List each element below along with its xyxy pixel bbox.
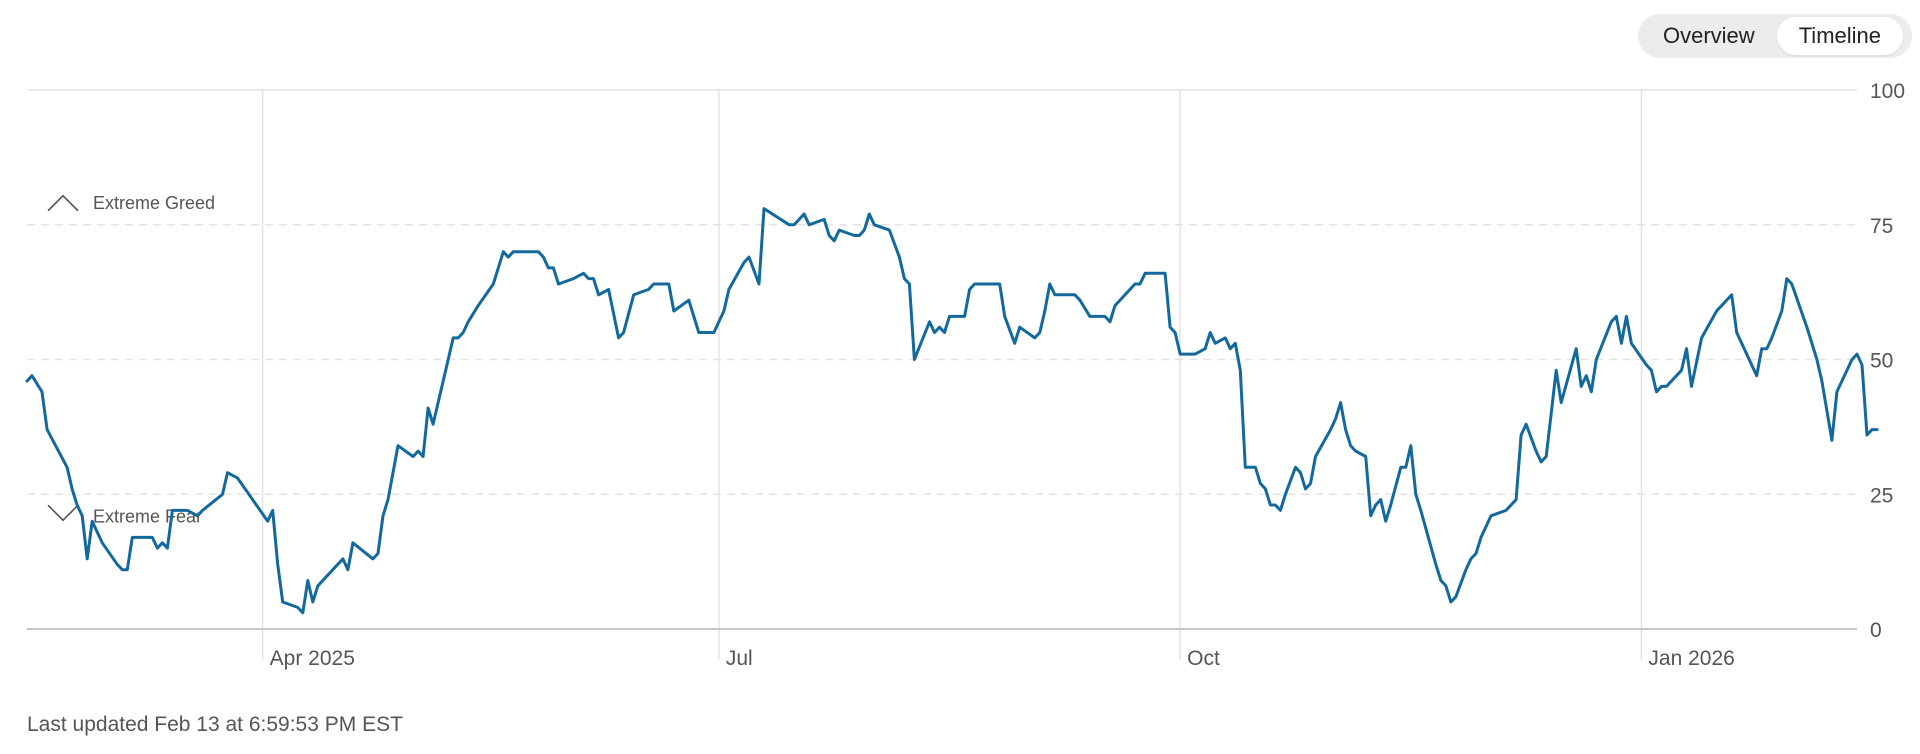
y-tick-label: 75 (1870, 215, 1893, 238)
series-line (25, 207, 1879, 615)
view-toggle: Overview Timeline (1638, 14, 1912, 58)
x-tick-label: Oct (1187, 647, 1220, 670)
x-tick-label: Apr 2025 (270, 647, 355, 670)
x-tick-label: Jul (726, 647, 753, 670)
chevron-up-icon (47, 194, 79, 212)
y-tick-label: 25 (1870, 484, 1893, 507)
timeline-tab[interactable]: Timeline (1776, 17, 1904, 55)
chevron-down-icon (47, 504, 79, 522)
zone-label: Extreme Greed (93, 193, 215, 213)
y-tick-label: 50 (1870, 350, 1893, 373)
last-updated-text: Last updated Feb 13 at 6:59:53 PM EST (27, 713, 403, 736)
x-tick-label: Jan 2026 (1648, 647, 1734, 670)
overview-tab[interactable]: Overview (1663, 23, 1755, 48)
fear-greed-timeline-chart: Apr 2025 Jul Oct Jan 2026 0 25 50 75 100 Extreme … (25, 80, 1905, 670)
y-tick-label: 100 (1870, 80, 1905, 103)
y-tick-label: 0 (1870, 619, 1882, 642)
